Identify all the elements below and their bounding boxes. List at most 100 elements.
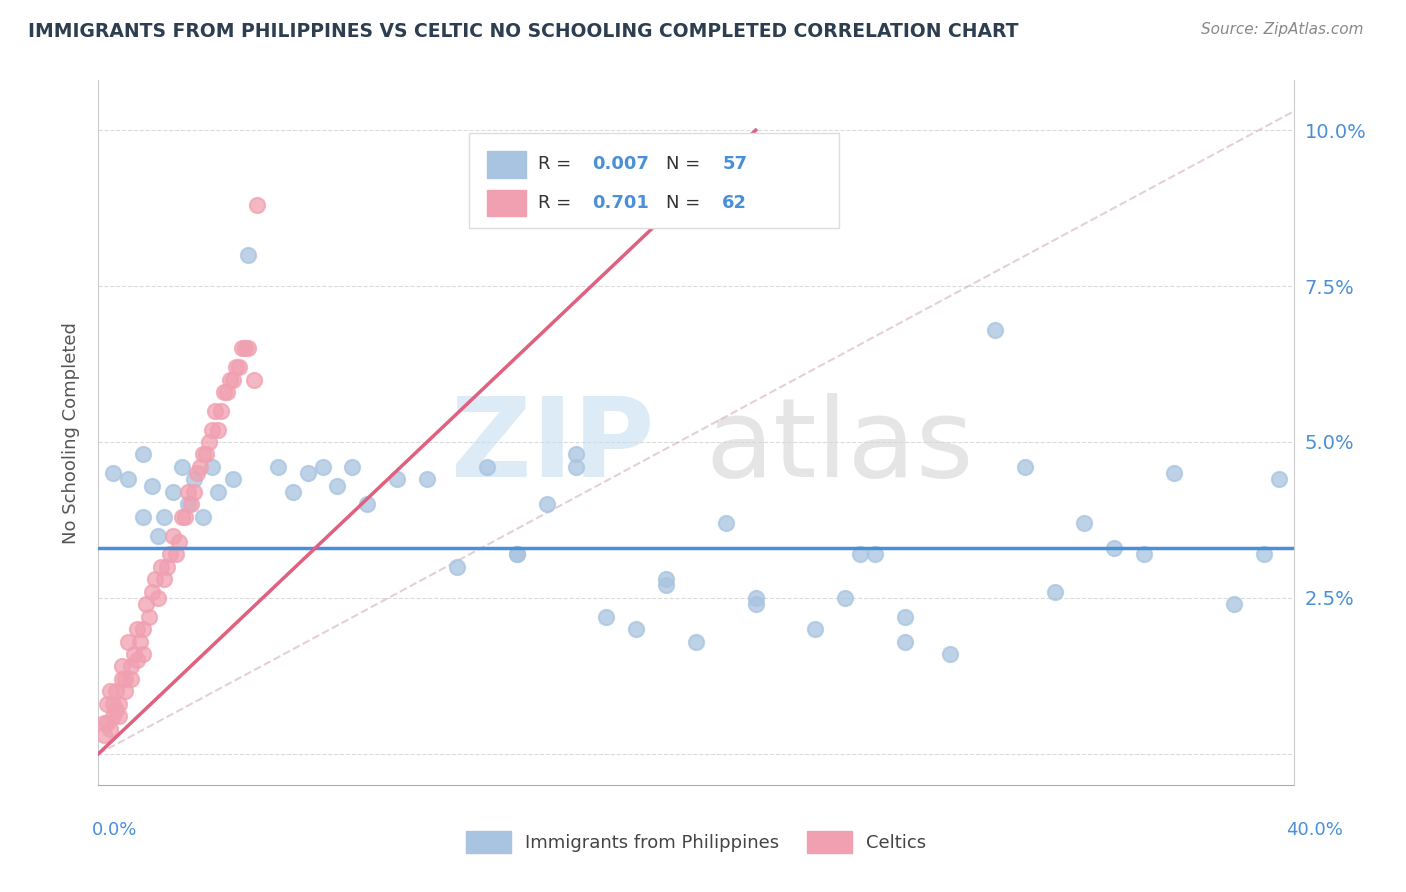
Point (1104, 541, 1126, 555)
Point (714, 516, 737, 530)
Point (180, 497, 202, 511)
Point (804, 622, 827, 636)
Point (141, 478, 163, 492)
Point (198, 434, 221, 449)
Point (267, 459, 290, 474)
Point (297, 466, 319, 480)
Point (506, 547, 529, 561)
Point (103, 697, 125, 711)
Point (96, 697, 118, 711)
Point (685, 634, 707, 648)
Point (219, 373, 242, 387)
Point (159, 547, 181, 561)
Point (177, 484, 200, 499)
Bar (486, 151, 526, 178)
Point (103, 466, 125, 480)
Point (195, 447, 218, 461)
Point (207, 423, 229, 437)
Point (120, 672, 142, 686)
Point (93, 715, 115, 730)
Point (834, 591, 856, 605)
Point (207, 484, 229, 499)
Point (156, 559, 179, 574)
Point (167, 534, 190, 549)
Text: ZIP: ZIP (451, 393, 654, 500)
Point (215, 385, 238, 400)
Point (356, 497, 378, 511)
Point (385, 472, 409, 486)
Point (595, 609, 617, 624)
Point (849, 547, 872, 561)
Point (162, 484, 184, 499)
Text: N =: N = (666, 155, 706, 173)
Point (655, 572, 678, 586)
Point (108, 697, 131, 711)
Point (311, 459, 333, 474)
Point (236, 342, 259, 356)
Point (172, 459, 194, 474)
Point (103, 709, 125, 723)
Point (1073, 516, 1095, 530)
Point (132, 447, 155, 461)
Point (129, 634, 152, 648)
Point (153, 572, 176, 586)
Point (1253, 547, 1275, 561)
Point (105, 684, 128, 698)
Bar (486, 189, 526, 216)
Point (96, 715, 118, 730)
Point (1014, 459, 1036, 474)
Point (745, 591, 768, 605)
Point (745, 597, 768, 611)
Point (506, 547, 529, 561)
Legend: Immigrants from Philippines, Celtics: Immigrants from Philippines, Celtics (458, 824, 934, 861)
Point (148, 528, 170, 542)
Point (565, 447, 588, 461)
Text: R =: R = (538, 194, 578, 212)
Point (114, 672, 136, 686)
Point (222, 373, 245, 387)
Point (150, 559, 173, 574)
Text: 57: 57 (723, 155, 747, 173)
Point (162, 528, 184, 542)
Point (626, 622, 648, 636)
Point (326, 478, 349, 492)
Point (865, 547, 887, 561)
Point (446, 559, 468, 574)
Point (204, 404, 226, 418)
Text: R =: R = (538, 155, 578, 173)
Point (183, 472, 205, 486)
Point (127, 653, 149, 667)
Point (212, 385, 235, 400)
Point (132, 647, 155, 661)
Point (233, 342, 256, 356)
Point (655, 578, 678, 592)
Point (98, 684, 122, 698)
Point (111, 659, 134, 673)
Point (236, 248, 259, 262)
Point (228, 360, 250, 375)
Point (281, 484, 304, 499)
Point (225, 360, 247, 375)
Point (416, 472, 439, 486)
Point (111, 672, 134, 686)
Point (342, 459, 364, 474)
Point (132, 509, 155, 524)
Point (117, 472, 139, 486)
Point (93, 728, 115, 742)
Point (246, 198, 269, 212)
Point (124, 647, 146, 661)
Point (565, 459, 588, 474)
Text: IMMIGRANTS FROM PHILIPPINES VS CELTIC NO SCHOOLING COMPLETED CORRELATION CHART: IMMIGRANTS FROM PHILIPPINES VS CELTIC NO… (28, 22, 1018, 41)
Point (939, 647, 962, 661)
Point (222, 472, 245, 486)
Point (191, 509, 214, 524)
Y-axis label: No Schooling Completed: No Schooling Completed (62, 322, 80, 543)
Point (127, 622, 149, 636)
Point (141, 584, 163, 599)
Point (177, 497, 200, 511)
Text: 40.0%: 40.0% (1286, 821, 1343, 838)
Point (117, 634, 139, 648)
Point (148, 591, 170, 605)
Point (536, 497, 558, 511)
Point (201, 459, 224, 474)
